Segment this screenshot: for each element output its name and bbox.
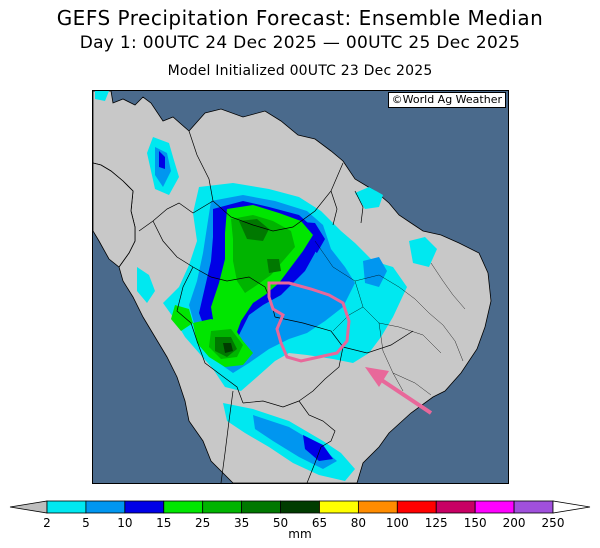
highlight-arrow-head bbox=[365, 367, 389, 387]
colorbar-swatch bbox=[202, 500, 243, 514]
colorbar-tick-label: 50 bbox=[273, 516, 288, 530]
colorbar-swatch bbox=[46, 500, 87, 514]
colorbar-tick-label: 125 bbox=[425, 516, 448, 530]
colorbar-tick-label: 100 bbox=[386, 516, 409, 530]
colorbar-tick-label: 150 bbox=[464, 516, 487, 530]
colorbar-swatch bbox=[163, 500, 204, 514]
colorbar-tick-label: 2 bbox=[43, 516, 51, 530]
colorbar-swatch bbox=[357, 500, 398, 514]
colorbar-tick-label: 10 bbox=[117, 516, 132, 530]
colorbar-tick-label: 25 bbox=[195, 516, 210, 530]
precipitation-map: ©World Ag Weather bbox=[92, 90, 509, 484]
credit-label: ©World Ag Weather bbox=[387, 92, 506, 108]
land-west-coast bbox=[93, 162, 136, 268]
colorbar-swatch bbox=[513, 500, 554, 514]
colorbar-swatch bbox=[435, 500, 476, 514]
colorbar-tick-label: 5 bbox=[82, 516, 90, 530]
colorbar-tick-label: 250 bbox=[542, 516, 565, 530]
highlight-arrow bbox=[375, 375, 433, 415]
country-borders bbox=[138, 130, 414, 483]
colorbar-tick-label: 15 bbox=[156, 516, 171, 530]
colorbar-swatch bbox=[280, 500, 320, 514]
state-borders bbox=[314, 240, 466, 396]
chart-title: GEFS Precipitation Forecast: Ensemble Me… bbox=[56, 6, 544, 30]
colorbar-tick-label: 35 bbox=[234, 516, 249, 530]
colorbar-swatch bbox=[474, 500, 515, 514]
colorbar-under-triangle bbox=[9, 500, 48, 514]
colorbar-over-triangle bbox=[552, 500, 591, 514]
model-init-time: Model Initialized 00UTC 23 Dec 2025 bbox=[167, 63, 433, 79]
colorbar-swatch bbox=[124, 500, 165, 514]
colorbar-swatch bbox=[241, 500, 281, 514]
colorbar-swatch bbox=[319, 500, 359, 514]
map-canvas bbox=[93, 91, 492, 483]
colorbar: 2 5 10 15 25 35 50 65 80 100 125 150 200 250 bbox=[9, 500, 591, 530]
highlight-region-outline bbox=[267, 281, 351, 363]
colorbar-tick-label: 80 bbox=[351, 516, 366, 530]
colorbar-units: mm bbox=[288, 527, 312, 541]
colorbar-swatch bbox=[396, 500, 437, 514]
colorbar-tick-label: 200 bbox=[503, 516, 526, 530]
colorbar-swatch bbox=[85, 500, 126, 514]
colorbar-tick-label: 65 bbox=[312, 516, 327, 530]
forecast-period: Day 1: 00UTC 24 Dec 2025 — 00UTC 25 Dec … bbox=[79, 33, 521, 53]
